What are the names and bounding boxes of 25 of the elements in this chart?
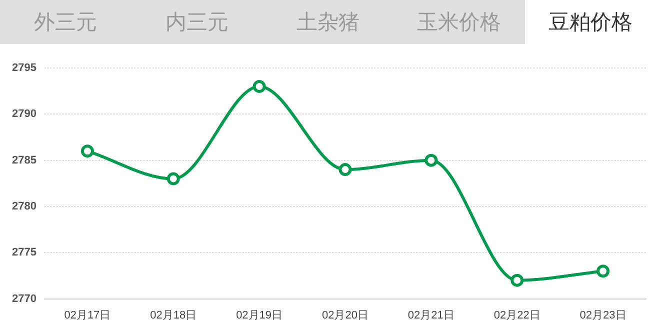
text: 玉米价格: [416, 9, 502, 36]
y-tick-label: 2795: [12, 62, 36, 74]
x-tick-label: 02月21日: [408, 309, 454, 322]
x-tick-label: 02月22日: [494, 309, 540, 322]
point: [80, 144, 94, 158]
x-tick-label: 02月17日: [64, 309, 111, 322]
x-tick-label: 02月18日: [150, 309, 197, 322]
point: [166, 172, 180, 186]
y-tick-label: 2785: [12, 154, 36, 166]
point: [424, 154, 438, 167]
x-tick-label: 02月23日: [580, 309, 626, 322]
y-tick-label: 2780: [12, 200, 36, 213]
point: [338, 163, 352, 176]
y-tick-label: 2790: [12, 108, 36, 120]
point: [252, 80, 266, 93]
point: [596, 264, 610, 278]
y-tick-label: 2770: [12, 292, 36, 305]
text: 外三元: [33, 9, 98, 36]
text: 土杂猪: [296, 9, 360, 36]
text: 内三元: [164, 9, 230, 36]
x-tick-label: 02月20日: [322, 309, 368, 322]
x-tick-label: 02月19日: [236, 309, 283, 322]
chart-title: 豆粕价格: [524, 0, 656, 44]
y-tick-label: 2775: [12, 246, 36, 259]
point: [510, 274, 524, 287]
